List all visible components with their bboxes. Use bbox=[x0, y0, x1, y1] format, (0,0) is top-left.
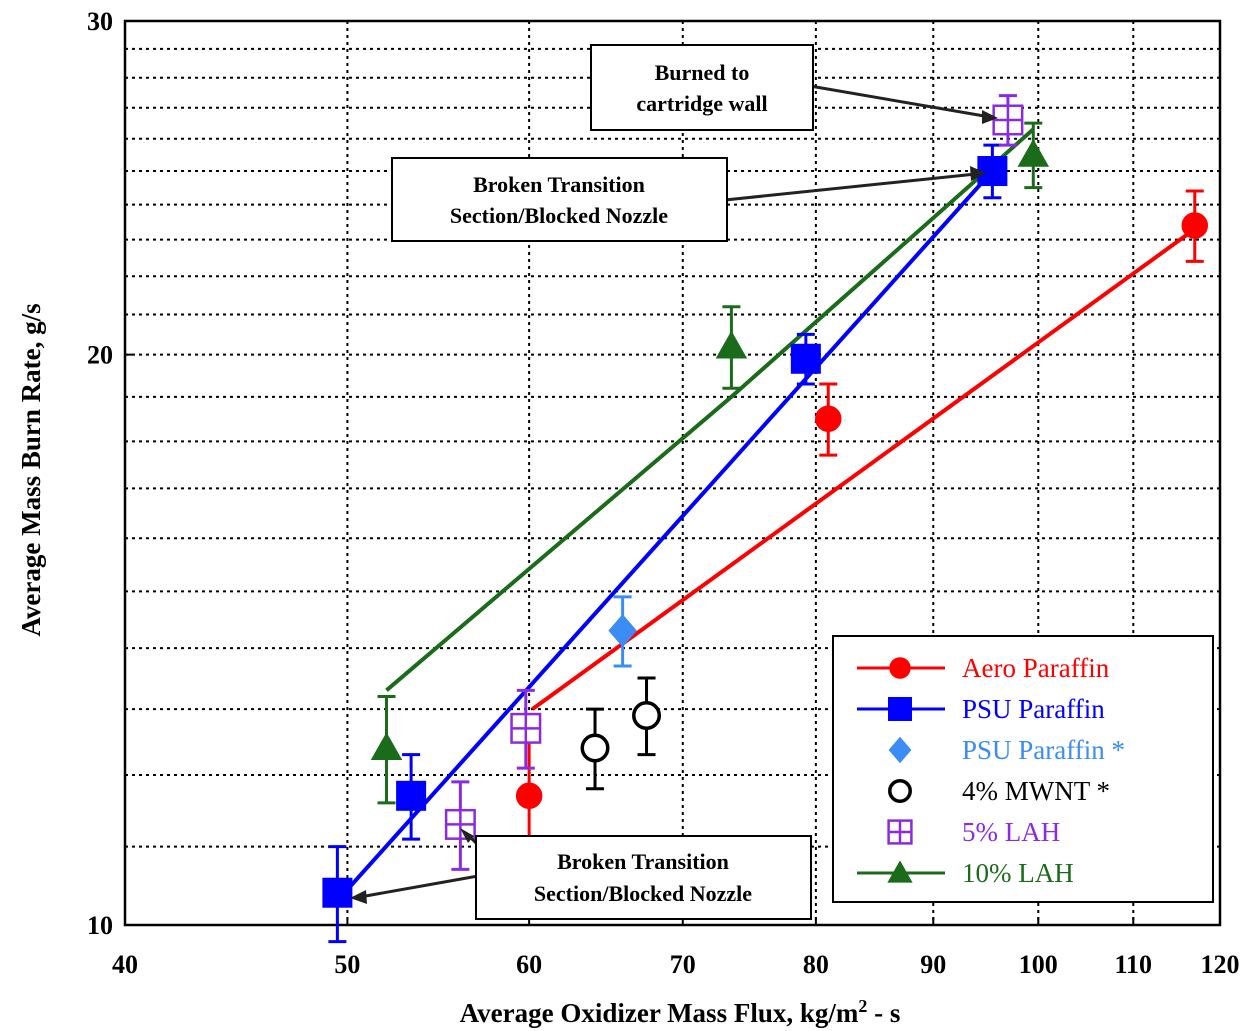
x-tick-label: 110 bbox=[1114, 950, 1152, 979]
data-point bbox=[396, 780, 427, 811]
data-point bbox=[370, 732, 403, 760]
x-tick-label: 50 bbox=[334, 950, 360, 979]
x-tick-label: 90 bbox=[920, 950, 946, 979]
legend-entry: 5% LAH bbox=[887, 817, 1060, 847]
data-point bbox=[510, 712, 542, 744]
x-tick-label: 80 bbox=[803, 950, 829, 979]
x-tick-label: 70 bbox=[670, 950, 696, 979]
data-point bbox=[715, 330, 748, 359]
fit-line-series-5 bbox=[385, 127, 1035, 692]
legend-label: PSU Paraffin bbox=[962, 694, 1105, 724]
data-points bbox=[322, 94, 1209, 944]
annotation-line: Burned to bbox=[655, 60, 750, 85]
legend-entries: Aero Paraffin PSU Paraffin PSU Paraffin * 4… bbox=[857, 653, 1125, 888]
x-axis-title: Average Oxidizer Mass Flux, kg/m2 - s bbox=[460, 996, 901, 1028]
data-point bbox=[814, 405, 842, 433]
legend-marker bbox=[889, 657, 911, 679]
annotation-arrowhead bbox=[460, 828, 474, 843]
data-point bbox=[608, 614, 637, 648]
annotation-box bbox=[590, 44, 814, 131]
legend-marker bbox=[887, 860, 913, 883]
annotation-arrow bbox=[724, 172, 977, 202]
annotation-arrowhead bbox=[982, 110, 998, 124]
x-tick-label: 100 bbox=[1019, 950, 1058, 979]
data-point bbox=[515, 782, 543, 810]
fit-lines bbox=[335, 127, 1196, 903]
annotation-box bbox=[391, 157, 728, 242]
annotation-arrowhead bbox=[970, 166, 986, 181]
x-tick-label: 60 bbox=[516, 950, 542, 979]
data-point bbox=[977, 156, 1008, 187]
series-3 bbox=[580, 676, 662, 791]
annotation-line: Broken Transition bbox=[557, 849, 729, 874]
annotation-arrow bbox=[809, 84, 991, 119]
legend-label: 4% MWNT * bbox=[962, 776, 1110, 806]
fit-line-series-0 bbox=[531, 227, 1196, 711]
annotation-line: Section/Blocked Nozzle bbox=[450, 203, 668, 228]
y-tick-label: 10 bbox=[87, 911, 113, 940]
series-2 bbox=[608, 595, 637, 668]
legend-entry: 4% MWNT * bbox=[888, 776, 1110, 806]
legend-label: 5% LAH bbox=[962, 817, 1060, 847]
data-point bbox=[790, 343, 821, 374]
data-point bbox=[1017, 138, 1050, 167]
fit-line-series-1 bbox=[335, 169, 994, 903]
series-1 bbox=[322, 143, 1008, 944]
annotation-broken-transition-bottom: Broken Transition Section/Blocked Nozzle bbox=[350, 828, 812, 920]
data-point bbox=[632, 700, 662, 730]
annotation-line: Section/Blocked Nozzle bbox=[534, 881, 752, 906]
legend-label: PSU Paraffin * bbox=[962, 735, 1125, 765]
x-tick-label: 120 bbox=[1201, 950, 1240, 979]
legend-marker bbox=[888, 697, 912, 721]
data-point bbox=[992, 104, 1024, 136]
annotation-broken-transition-top: Broken Transition Section/Blocked Nozzle bbox=[391, 157, 986, 242]
x-axis-ticks: 40 50 60 70 80 90 100 110 120 bbox=[112, 917, 1240, 979]
legend-entry: 10% LAH bbox=[857, 858, 1074, 888]
legend-entry: PSU Paraffin * bbox=[888, 735, 1125, 765]
y-tick-label: 30 bbox=[87, 7, 113, 36]
legend-label: 10% LAH bbox=[962, 858, 1074, 888]
annotation-box bbox=[475, 835, 812, 920]
legend-entry: Aero Paraffin bbox=[857, 653, 1110, 683]
x-tick-label: 40 bbox=[112, 950, 138, 979]
annotation-line: cartridge wall bbox=[636, 91, 767, 116]
legend-marker bbox=[887, 819, 913, 845]
annotation-line: Broken Transition bbox=[473, 172, 645, 197]
data-point bbox=[1181, 212, 1209, 239]
legend-box bbox=[832, 635, 1214, 903]
legend-marker bbox=[888, 736, 912, 764]
annotations: Burned to cartridge wall Broken Transiti… bbox=[350, 44, 998, 920]
y-tick-label: 20 bbox=[87, 341, 113, 370]
series-5 bbox=[370, 121, 1050, 805]
legend-label: Aero Paraffin bbox=[962, 653, 1110, 683]
annotation-arrowhead bbox=[350, 890, 367, 904]
legend: Aero Paraffin PSU Paraffin PSU Paraffin * 4… bbox=[832, 635, 1214, 903]
data-point bbox=[322, 877, 353, 908]
plot-frame bbox=[123, 19, 1222, 927]
legend-marker bbox=[888, 779, 912, 803]
data-point bbox=[580, 733, 610, 763]
y-axis-title: Average Mass Burn Rate, g/s bbox=[16, 303, 46, 636]
annotation-burned-to-wall: Burned to cartridge wall bbox=[590, 44, 998, 131]
y-axis-ticks: 10 20 30 bbox=[87, 7, 133, 940]
annotation-arrow bbox=[359, 874, 479, 899]
legend-entry: PSU Paraffin bbox=[857, 694, 1105, 724]
